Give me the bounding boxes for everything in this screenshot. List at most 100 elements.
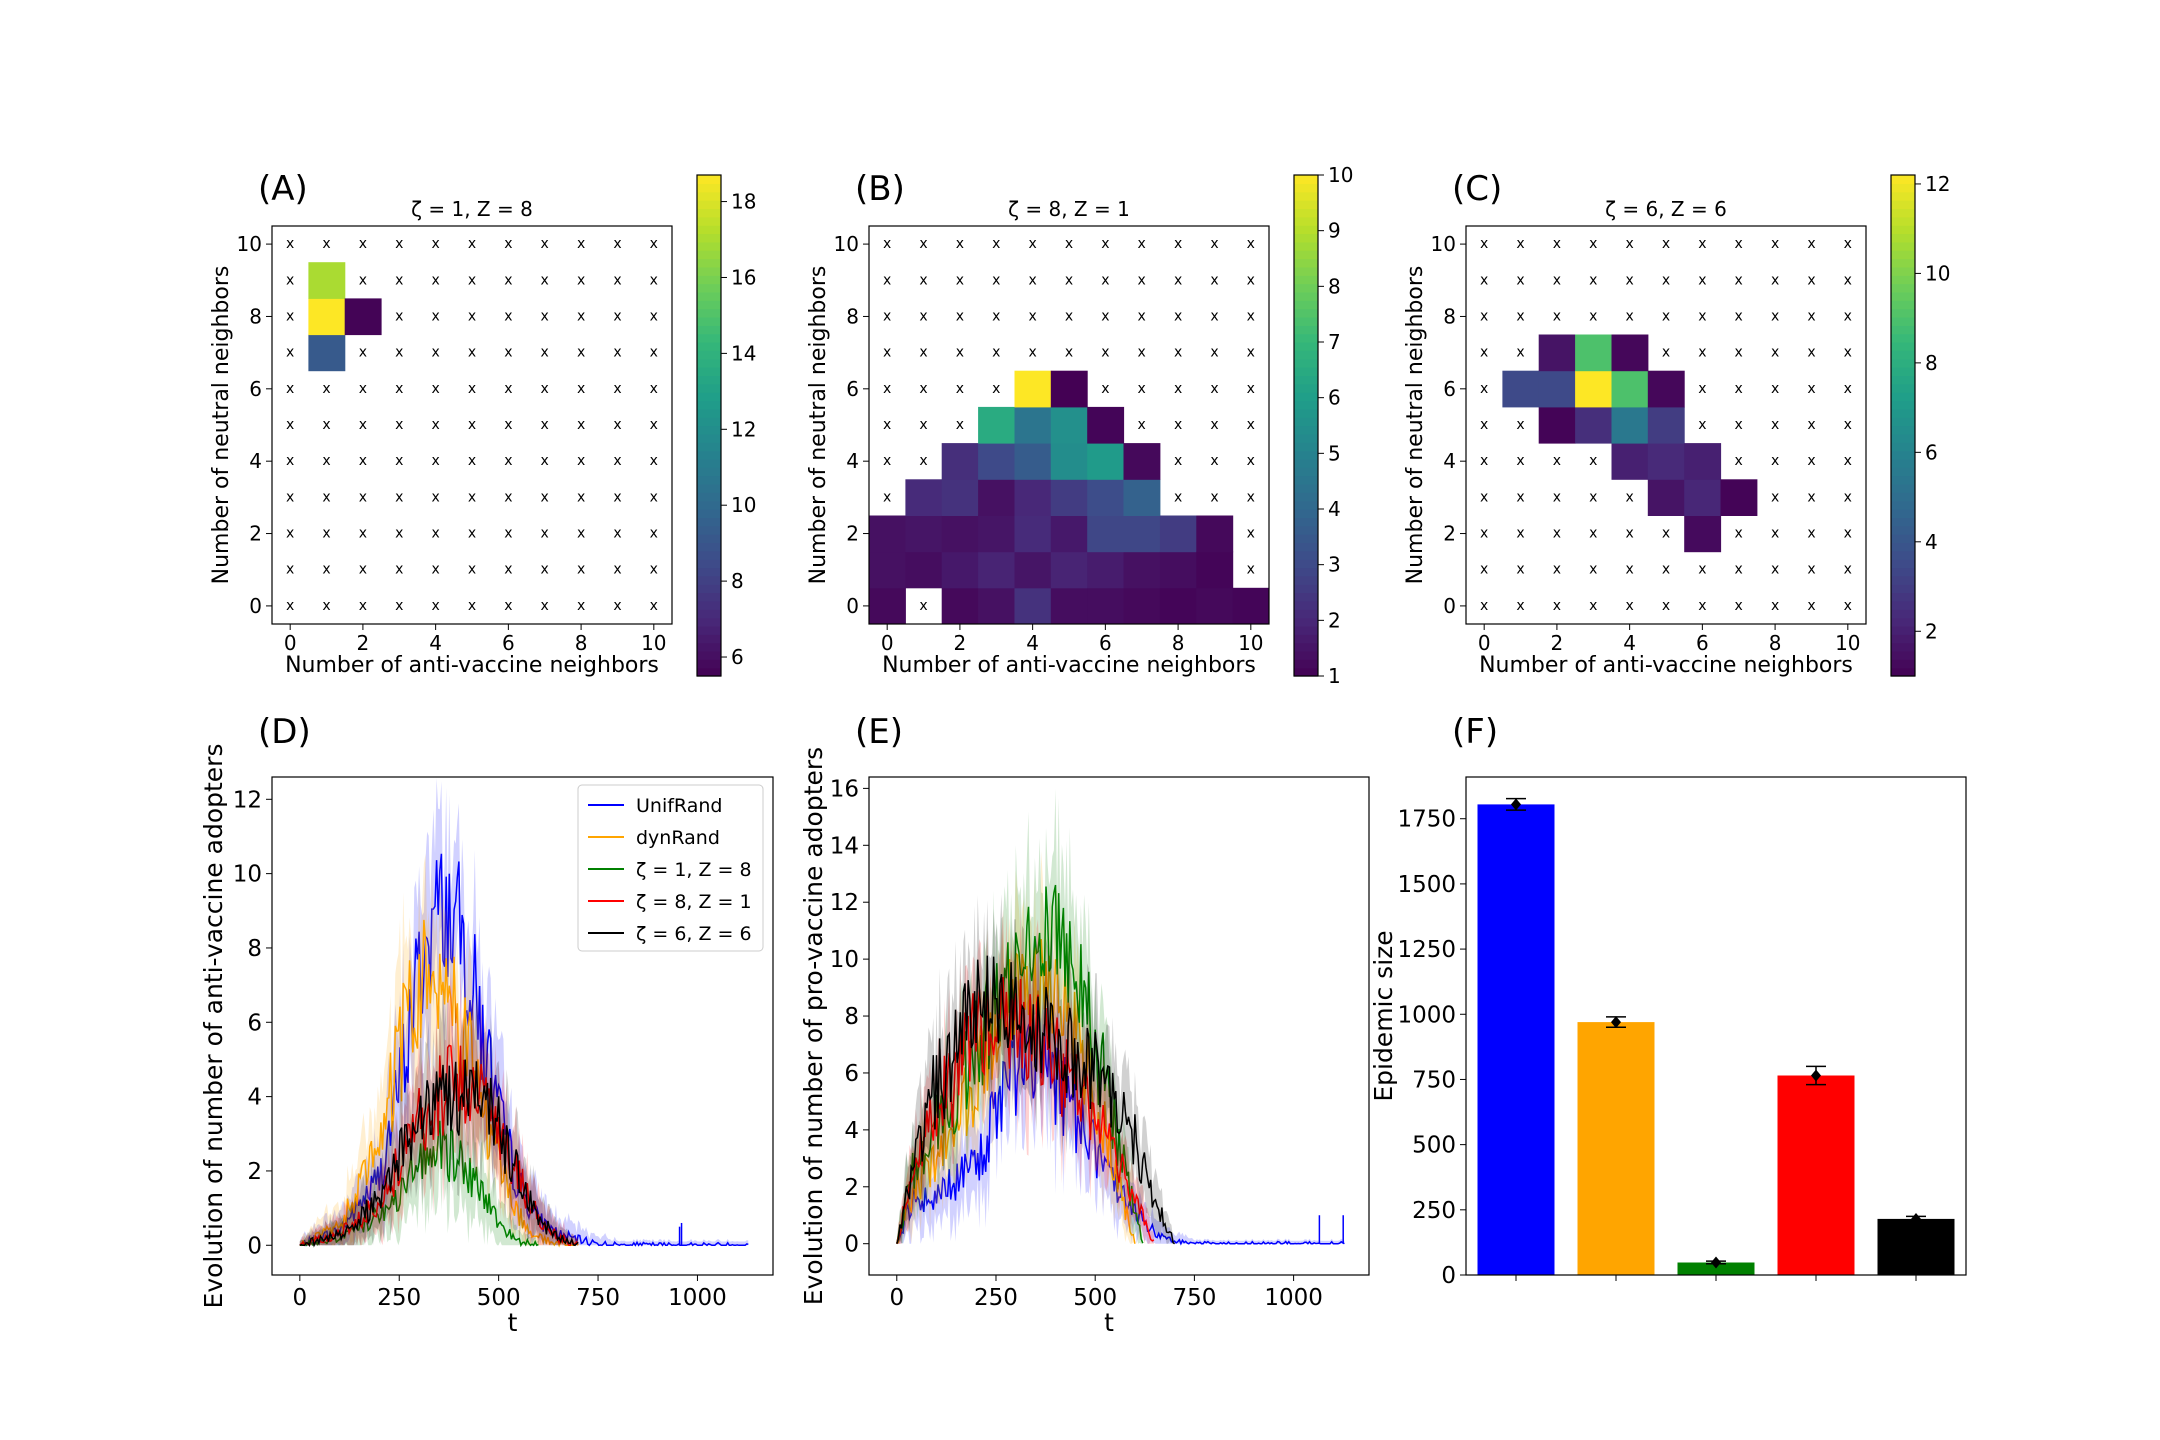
colorbar-tick-label: 2 (1925, 619, 1938, 643)
x-tick-label: 0 (284, 631, 297, 655)
colorbar-tick-label: 12 (1925, 172, 1950, 196)
missing-marker: x (395, 598, 403, 614)
missing-marker: x (468, 345, 476, 361)
colorbar-segment (1891, 442, 1915, 452)
missing-marker: x (883, 381, 891, 397)
y-tick-label: 8 (846, 304, 859, 328)
series-band (299, 985, 579, 1246)
missing-marker: x (1174, 417, 1182, 433)
legend-label: dynRand (636, 827, 720, 849)
missing-marker: x (577, 272, 585, 288)
missing-marker: x (1807, 453, 1815, 469)
colorbar-tick-label: 8 (1925, 351, 1938, 375)
colorbar-segment (697, 183, 721, 193)
legend: UnifRand dynRand ζ = 1, Z = 8 ζ = 8, Z = 1 ζ… (577, 784, 764, 952)
colorbar-segment (1294, 559, 1318, 569)
colorbar-segment (1891, 216, 1915, 226)
heatmap-cell (344, 298, 382, 336)
colorbar-segment (1294, 534, 1318, 543)
missing-marker: x (395, 489, 403, 505)
missing-marker: x (1553, 309, 1561, 325)
colorbar-segment (1294, 567, 1318, 577)
missing-marker: x (992, 236, 1000, 252)
missing-marker: x (468, 453, 476, 469)
y-tick-label: 8 (247, 936, 262, 962)
mean-marker (1611, 1016, 1621, 1029)
colorbar-tick-label: 9 (1328, 219, 1341, 243)
bar (1477, 804, 1555, 1275)
heatmap-cell (978, 587, 1015, 625)
colorbar-segment (1891, 625, 1915, 635)
missing-marker: x (1065, 236, 1073, 252)
missing-marker: x (577, 381, 585, 397)
colorbar-segment (697, 575, 721, 585)
missing-marker: x (919, 381, 927, 397)
missing-marker: x (1771, 236, 1779, 252)
missing-marker: x (956, 309, 964, 325)
bar (1677, 1262, 1755, 1275)
missing-marker: x (1174, 453, 1182, 469)
missing-marker: x (1844, 453, 1852, 469)
missing-marker: x (1174, 489, 1182, 505)
x-tick-label: 6 (502, 631, 515, 655)
missing-marker: x (650, 309, 658, 325)
missing-marker: x (322, 381, 330, 397)
missing-marker: x (431, 381, 439, 397)
missing-marker: x (359, 417, 367, 433)
missing-marker: x (1698, 417, 1706, 433)
missing-marker: x (919, 417, 927, 433)
colorbar-tick-label: 6 (1328, 386, 1341, 410)
colorbar-segment (697, 408, 721, 418)
missing-marker: x (1210, 489, 1218, 505)
missing-marker: x (650, 417, 658, 433)
colorbar-segment (1294, 266, 1318, 276)
colorbar-segment (1294, 392, 1318, 402)
series-band (896, 850, 1135, 1244)
missing-marker: x (504, 562, 512, 578)
missing-marker: x (1065, 345, 1073, 361)
missing-marker: x (1065, 309, 1073, 325)
missing-marker: x (1807, 526, 1815, 542)
colorbar-segment (1891, 642, 1915, 652)
y-tick-label: 4 (249, 449, 262, 473)
panel-label: (C) (1452, 169, 1502, 209)
missing-marker: x (956, 381, 964, 397)
missing-marker: x (992, 272, 1000, 288)
missing-marker: x (1662, 345, 1670, 361)
missing-marker: x (1101, 272, 1109, 288)
colorbar-segment (697, 291, 721, 301)
missing-marker: x (1625, 562, 1633, 578)
missing-marker: x (359, 453, 367, 469)
x-tick-label: 10 (641, 631, 666, 655)
missing-marker: x (322, 562, 330, 578)
y-tick-label: 1500 (1397, 872, 1456, 898)
missing-marker: x (1210, 453, 1218, 469)
colorbar-frame (1293, 174, 1319, 677)
heatmap-cell (1014, 443, 1052, 480)
missing-marker: x (541, 417, 549, 433)
colorbar-segment (1294, 342, 1318, 351)
missing-marker: x (1589, 598, 1597, 614)
bar-panel: 0 250 500 750 1000 1250 1500 1750 Epidemic size (… (1369, 712, 1967, 1289)
missing-marker: x (1247, 381, 1255, 397)
colorbar-segment (1891, 517, 1915, 527)
colorbar-segment (1891, 258, 1915, 268)
colorbar-segment (1294, 433, 1318, 443)
missing-marker: x (1516, 453, 1524, 469)
heatmap-cell (941, 587, 979, 625)
colorbar-segment (1294, 659, 1318, 669)
heatmap-cell (1196, 551, 1234, 589)
missing-marker: x (1589, 489, 1597, 505)
x-tick-label: 250 (974, 1285, 1018, 1311)
colorbar-segment (1891, 408, 1915, 418)
y-tick-label: 0 (247, 1233, 262, 1259)
x-tick-label: 4 (429, 631, 442, 655)
y-tick-label: 4 (844, 1118, 859, 1144)
missing-marker: x (1771, 598, 1779, 614)
heatmap-cell (1684, 443, 1722, 480)
heatmap-cell (978, 443, 1015, 480)
missing-marker: x (286, 598, 294, 614)
missing-marker: x (1247, 272, 1255, 288)
colorbar-segment (697, 275, 721, 285)
